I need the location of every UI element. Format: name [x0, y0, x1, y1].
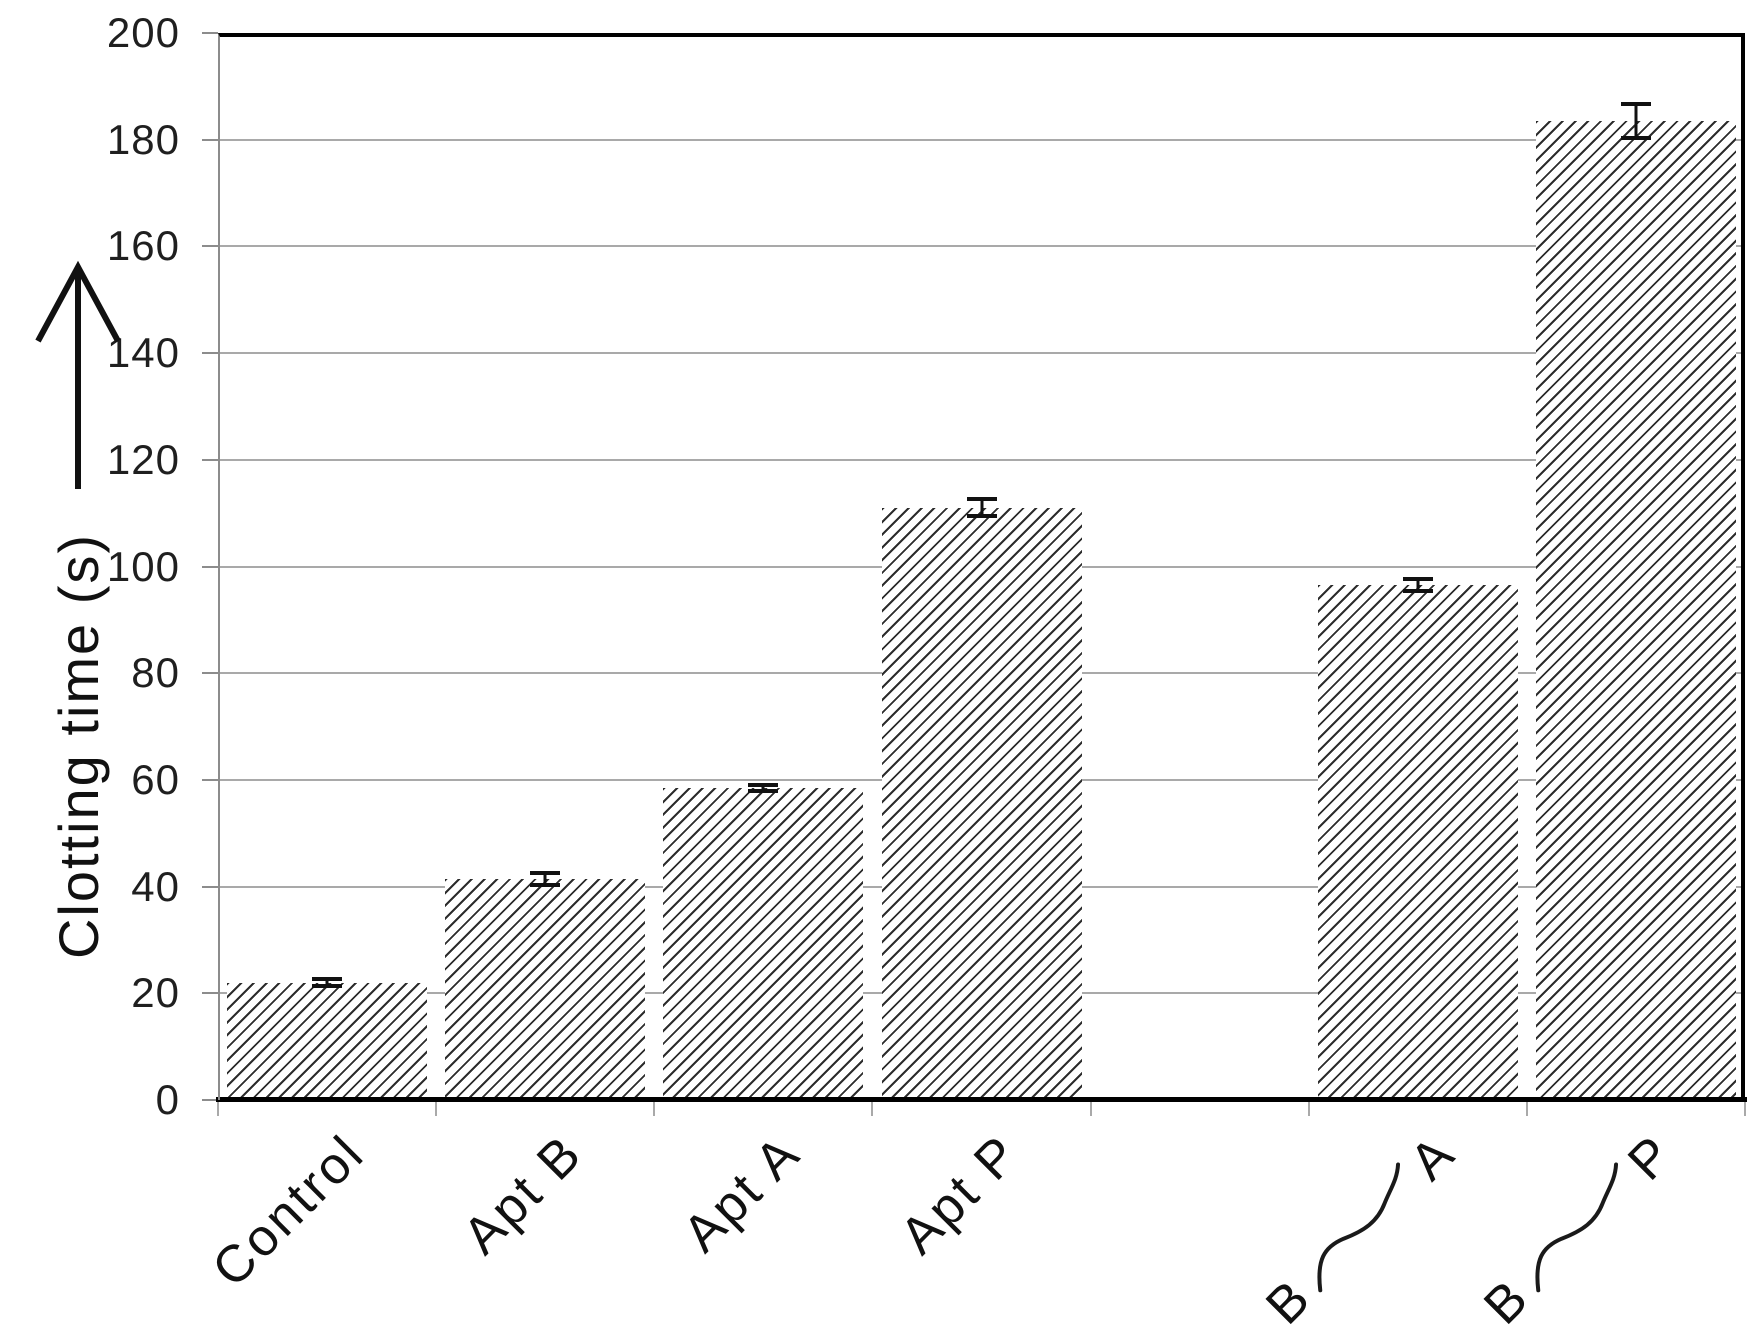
error-bar	[1620, 102, 1651, 140]
y-tick-label: 60	[131, 755, 180, 803]
error-bar-whisker	[325, 977, 329, 988]
gridline	[218, 458, 1745, 461]
error-bar-cap-top	[312, 977, 343, 982]
error-bar	[530, 870, 561, 887]
x-axis-boundary-tick	[653, 1102, 656, 1116]
error-bar-cap-top	[748, 782, 779, 787]
gridline	[218, 352, 1745, 355]
error-bar-cap-bottom	[1620, 135, 1651, 140]
error-bar-whisker	[980, 497, 983, 519]
y-tick	[202, 458, 218, 461]
gridline	[218, 245, 1745, 248]
error-bar-whisker	[1416, 577, 1420, 594]
y-tick-label: 40	[131, 862, 180, 910]
x-axis-boundary-tick	[1089, 1102, 1092, 1116]
error-bar-cap-bottom	[966, 514, 997, 519]
x-axis-boundary-tick	[1525, 1102, 1528, 1116]
x-category-label: Apt B	[452, 1123, 595, 1266]
y-tick-label: 20	[131, 969, 180, 1017]
x-category-label-text: Apt P	[888, 1123, 1031, 1266]
gridline	[218, 138, 1745, 141]
error-bar-cap-top	[530, 870, 561, 875]
x-axis-boundary-tick	[1744, 1102, 1746, 1116]
y-tick	[202, 992, 218, 995]
y-tick-label: 80	[131, 649, 180, 697]
y-tick	[202, 778, 218, 781]
y-tick-label: 160	[106, 222, 180, 270]
x-category-label-text: Apt B	[452, 1123, 595, 1266]
error-bar	[312, 977, 343, 988]
error-bar-whisker	[1634, 102, 1638, 140]
y-tick-label: 180	[106, 115, 180, 163]
error-bar-cap-bottom	[530, 882, 561, 887]
error-bar-cap-top	[1620, 102, 1651, 107]
bar	[1317, 585, 1518, 1100]
y-tick	[202, 245, 218, 248]
error-bar-cap-bottom	[312, 983, 343, 988]
x-axis-boundary-tick	[871, 1102, 874, 1116]
x-category-label: Control	[201, 1123, 376, 1299]
x-category-label-text: Apt A	[672, 1123, 813, 1264]
x-axis-boundary-tick	[217, 1102, 219, 1116]
y-tick	[202, 352, 218, 355]
bar	[881, 507, 1082, 1100]
bar	[445, 878, 646, 1100]
bar	[663, 787, 864, 1100]
error-bar-whisker	[761, 782, 765, 794]
y-tick-label: 100	[106, 542, 180, 590]
y-tick	[202, 1099, 218, 1101]
x-category-label: Apt P	[888, 1123, 1031, 1266]
error-bar-cap-top	[1402, 577, 1433, 582]
y-tick-label: 200	[106, 9, 180, 56]
x-category-label: Apt A	[672, 1123, 813, 1264]
y-tick	[202, 565, 218, 568]
y-tick-label: 0	[155, 1076, 180, 1123]
y-tick	[202, 885, 218, 888]
error-bar-whisker	[543, 870, 547, 887]
up-arrow-icon	[35, 260, 121, 489]
y-tick	[202, 32, 218, 34]
error-bar-cap-bottom	[1402, 589, 1433, 594]
error-bar	[966, 497, 997, 519]
x-category-label-text: Control	[201, 1123, 376, 1299]
bar	[227, 982, 428, 1100]
wave-connector-icon	[1535, 1162, 1618, 1293]
x-axis-boundary-tick	[435, 1102, 438, 1116]
y-tick-label: 120	[106, 435, 180, 483]
y-axis-title: Clotting time (s)	[32, 241, 124, 959]
x-axis-boundary-tick	[1307, 1102, 1310, 1116]
wave-connector-icon	[1317, 1162, 1400, 1293]
y-tick	[202, 138, 218, 141]
y-axis-title-text: Clotting time (s)	[46, 532, 110, 960]
error-bar	[748, 782, 779, 794]
bar	[1535, 121, 1736, 1100]
error-bar-cap-bottom	[748, 789, 779, 794]
x-axis-line	[216, 1097, 1747, 1102]
y-tick	[202, 672, 218, 675]
error-bar-cap-top	[966, 497, 997, 502]
error-bar	[1402, 577, 1433, 594]
